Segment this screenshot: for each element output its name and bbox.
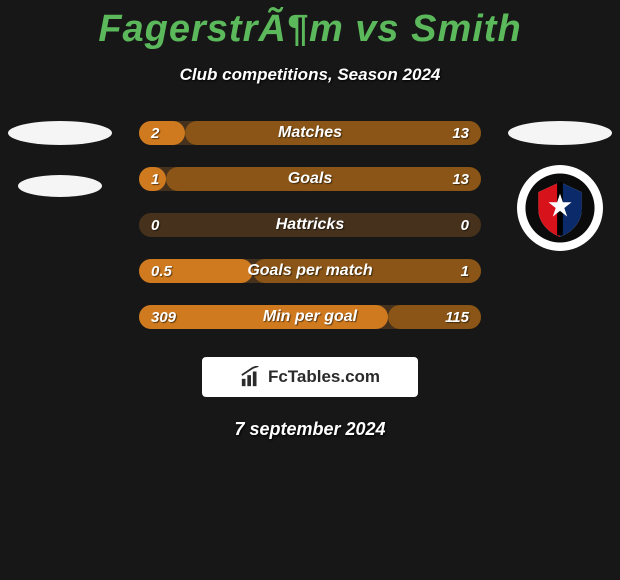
stat-label: Min per goal (139, 305, 481, 329)
footer-brand: FcTables.com (202, 357, 418, 397)
stat-label: Goals (139, 167, 481, 191)
barchart-icon (240, 366, 262, 388)
club-logo-icon (524, 172, 596, 244)
right-club-badge (517, 165, 603, 251)
left-column (0, 121, 120, 197)
left-player-avatar (8, 121, 112, 145)
stat-value-left: 0 (151, 213, 159, 237)
right-player-avatar (508, 121, 612, 145)
right-column (500, 121, 620, 251)
stat-row: Min per goal309 115 (139, 305, 481, 329)
page-title: FagerstrÃ¶m vs Smith (0, 0, 620, 51)
stat-row: Matches2 13 (139, 121, 481, 145)
stats-bars: Matches213Goals113Hattricks00Goals per m… (139, 121, 481, 329)
comparison-panel: Matches213Goals113Hattricks00Goals per m… (0, 121, 620, 329)
stat-label: Hattricks (139, 213, 481, 237)
stat-value-right: 1 (461, 259, 469, 283)
stat-value-right: 115 (445, 305, 469, 329)
left-club-badge (18, 175, 102, 197)
generation-date: 7 september 2024 (0, 419, 620, 440)
stat-label: Matches (139, 121, 481, 145)
stat-value-left: 2 (151, 121, 159, 145)
stat-row: Goals1 13 (139, 167, 481, 191)
stat-value-right: 13 (452, 121, 469, 145)
stat-label: Goals per match (139, 259, 481, 283)
stat-row: Hattricks0 0 (139, 213, 481, 237)
stat-value-left: 0.5 (151, 259, 172, 283)
stat-value-left: 1 (151, 167, 159, 191)
stat-value-right: 13 (452, 167, 469, 191)
subtitle: Club competitions, Season 2024 (0, 65, 620, 85)
stat-row: Goals per match0.5 1 (139, 259, 481, 283)
stat-value-left: 309 (151, 305, 176, 329)
footer-brand-text: FcTables.com (268, 367, 380, 387)
stat-value-right: 0 (461, 213, 469, 237)
